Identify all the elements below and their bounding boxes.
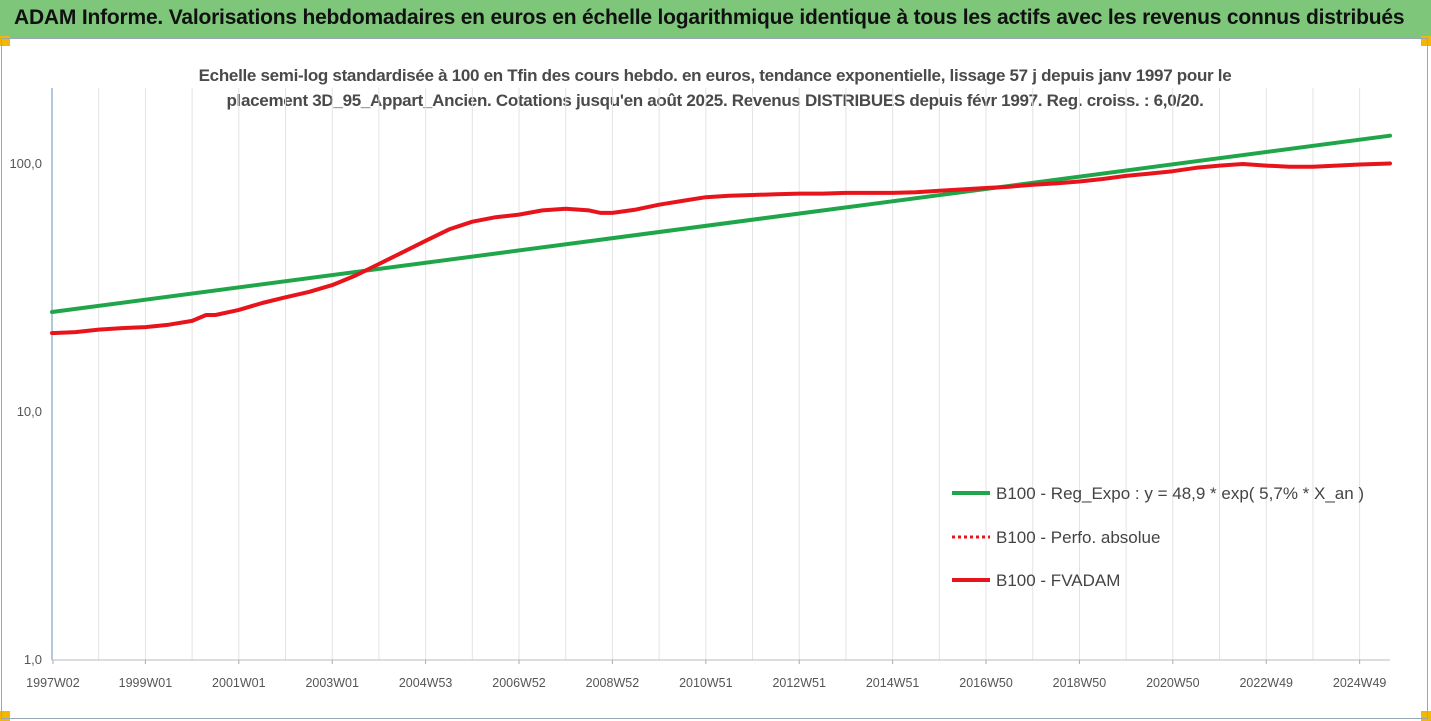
chart-title-line-2: placement 3D_95_Appart_Ancien. Cotations… (226, 91, 1204, 110)
corner-marker-bottom-left (0, 711, 10, 721)
x-tick-label: 2024W49 (1333, 676, 1387, 690)
chart-title: Echelle semi-log standardisée à 100 en T… (150, 63, 1280, 113)
x-tick-label: 2003W01 (305, 676, 359, 690)
corner-marker-top-left (0, 36, 10, 46)
page-title: ADAM Informe. Valorisations hebdomadaire… (14, 6, 1405, 29)
x-tick-label: 2022W49 (1239, 676, 1293, 690)
legend-item-fvadam-label: B100 - FVADAM (996, 571, 1120, 590)
x-tick-label: 2020W50 (1146, 676, 1200, 690)
series-line-reg-expo (50, 133, 1392, 314)
legend-item-reg-expo-label: B100 - Reg_Expo : y = 48,9 * exp( 5,7% *… (996, 484, 1364, 503)
x-tick-label: 2012W51 (772, 676, 826, 690)
y-tick-labels: 1,0 10,0 100,0 (9, 156, 42, 667)
x-tick-label: 2008W52 (586, 676, 640, 690)
x-tick-label: 1999W01 (119, 676, 173, 690)
x-tick-label: 2006W52 (492, 676, 546, 690)
x-tick-label: 2004W53 (399, 676, 453, 690)
series-line-fvadam (50, 161, 1392, 336)
x-tick-label: 2018W50 (1053, 676, 1107, 690)
x-tick-label: 2001W01 (212, 676, 266, 690)
y-tick-label: 100,0 (9, 156, 42, 171)
corner-marker-top-right (1421, 36, 1431, 46)
x-tick-label: 1997W02 (26, 676, 80, 690)
header-bar: ADAM Informe. Valorisations hebdomadaire… (0, 0, 1431, 39)
y-tick-label: 1,0 (24, 652, 42, 667)
chart-frame (1, 38, 1428, 719)
x-tick-label: 2014W51 (866, 676, 920, 690)
series-lines (50, 133, 1392, 336)
axes (51, 88, 1390, 661)
x-tick-label: 2010W51 (679, 676, 733, 690)
legend: B100 - Reg_Expo : y = 48,9 * exp( 5,7% *… (952, 484, 1364, 590)
legend-item-perfo-absolue-label: B100 - Perfo. absolue (996, 528, 1160, 547)
y-tick-label: 10,0 (17, 404, 42, 419)
x-tick-label: 2016W50 (959, 676, 1013, 690)
corner-marker-bottom-right (1421, 711, 1431, 721)
chart-title-line-1: Echelle semi-log standardisée à 100 en T… (198, 66, 1232, 85)
x-tick-labels: 1997W02 1999W01 2001W01 2003W01 2004W53 2006W… (26, 660, 1386, 690)
